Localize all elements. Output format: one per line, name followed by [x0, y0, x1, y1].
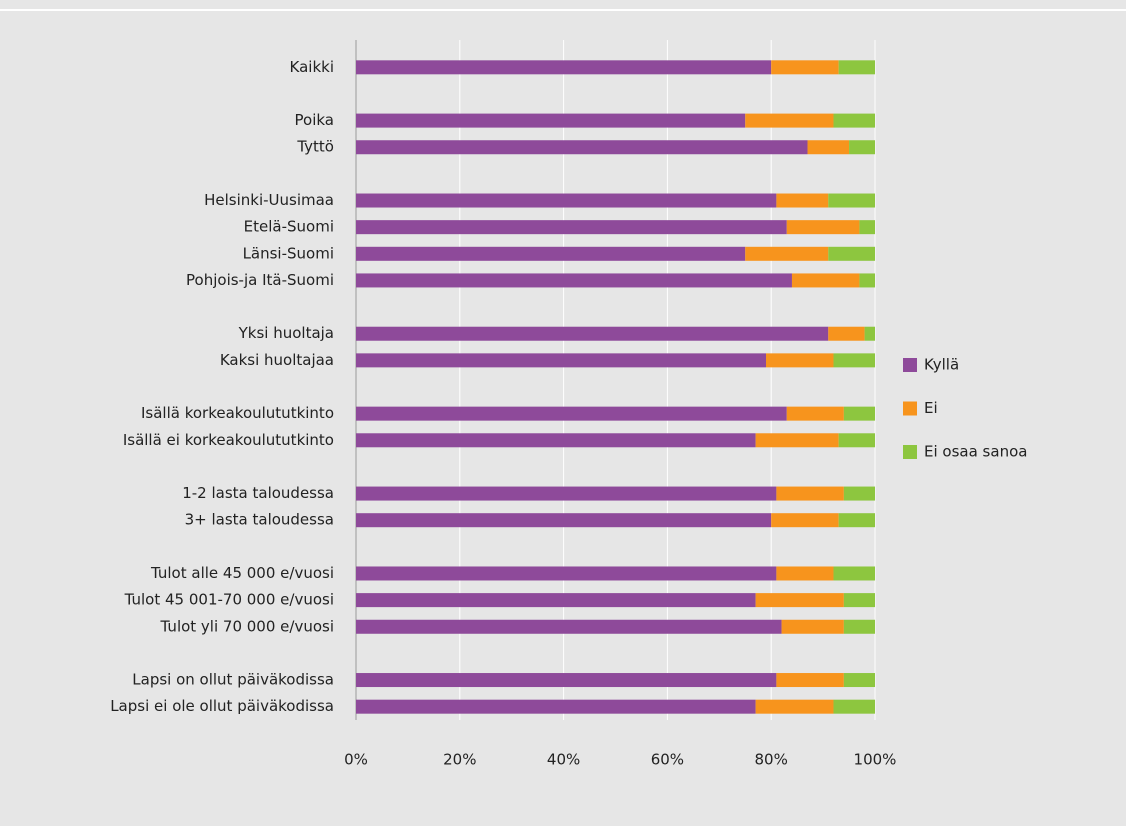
- bar-segment: [771, 513, 839, 528]
- bar-segment: [833, 113, 875, 128]
- bar-segment: [838, 60, 875, 75]
- y-tick-label: Etelä-Suomi: [244, 218, 334, 236]
- bar-segment: [356, 60, 772, 75]
- bar-segment: [843, 406, 875, 421]
- bar-segment: [356, 326, 829, 341]
- y-tick-label: Lapsi on ollut päiväkodissa: [132, 671, 334, 689]
- y-tick-label: Kaikki: [290, 58, 334, 76]
- bar-segment: [356, 593, 756, 608]
- y-tick-label: Poika: [295, 111, 334, 129]
- bar-segment: [786, 220, 860, 235]
- bar-segment: [356, 513, 772, 528]
- bar-segment: [833, 566, 875, 581]
- y-tick-label: Tulot yli 70 000 e/vuosi: [160, 617, 334, 635]
- y-tick-label: Tulot alle 45 000 e/vuosi: [150, 564, 334, 582]
- bar-segment: [833, 353, 875, 368]
- bar-segment: [755, 433, 839, 448]
- legend-swatch: [903, 445, 917, 459]
- legend-swatch: [903, 401, 917, 416]
- bar-segment: [849, 140, 875, 155]
- bar-segment: [356, 619, 782, 634]
- bar-segment: [791, 273, 860, 288]
- bar-segment: [356, 220, 787, 235]
- y-tick-label: Tyttö: [296, 138, 334, 156]
- y-tick-label: Isällä ei korkeakoulututkinto: [123, 431, 334, 449]
- bar-segment: [828, 246, 875, 261]
- x-tick-label: 0%: [344, 751, 368, 769]
- bar-segment: [776, 486, 844, 501]
- bar-segment: [833, 699, 875, 714]
- x-tick-label: 20%: [443, 751, 476, 769]
- y-tick-label: Lapsi ei ole ollut päiväkodissa: [110, 697, 334, 715]
- y-tick-label: Isällä korkeakoulututkinto: [141, 404, 334, 422]
- bar-segment: [781, 619, 844, 634]
- bar-segment: [859, 220, 875, 235]
- y-tick-label: Pohjois-ja Itä-Suomi: [186, 271, 334, 289]
- bar-segment: [776, 673, 844, 688]
- bar-segment: [356, 273, 792, 288]
- x-tick-label: 40%: [547, 751, 580, 769]
- x-tick-label: 80%: [755, 751, 788, 769]
- bar-segment: [356, 486, 777, 501]
- bar-segment: [356, 193, 777, 208]
- bar-segment: [745, 246, 829, 261]
- bar-segment: [356, 673, 777, 688]
- bar-segment: [356, 566, 777, 581]
- y-tick-label: 3+ lasta taloudessa: [185, 511, 334, 529]
- bar-segment: [864, 326, 875, 341]
- bar-segment: [766, 353, 834, 368]
- y-tick-label: Länsi-Suomi: [243, 244, 334, 262]
- bar-segment: [843, 619, 875, 634]
- bar-segment: [356, 113, 746, 128]
- bar-segment: [786, 406, 844, 421]
- bar-segment: [356, 433, 756, 448]
- bar-segment: [356, 406, 787, 421]
- bar-segment: [828, 326, 865, 341]
- bar-segment: [356, 140, 808, 155]
- y-tick-label: Kaksi huoltajaa: [220, 351, 334, 369]
- bar-segment: [807, 140, 850, 155]
- bar-segment: [771, 60, 839, 75]
- bar-segment: [745, 113, 834, 128]
- bar-segment: [755, 593, 844, 608]
- bar-segment: [356, 353, 767, 368]
- legend-swatch: [903, 358, 917, 372]
- bar-segment: [776, 193, 829, 208]
- bar-segment: [828, 193, 875, 208]
- bar-segment: [776, 566, 834, 581]
- bar-segment: [843, 593, 875, 608]
- bar-segment: [356, 246, 746, 261]
- y-tick-label: 1-2 lasta taloudessa: [182, 484, 334, 502]
- bar-segment: [859, 273, 875, 288]
- x-tick-label: 100%: [854, 751, 897, 769]
- x-tick-label: 60%: [651, 751, 684, 769]
- y-tick-label: Tulot 45 001-70 000 e/vuosi: [124, 591, 334, 609]
- legend-label: Ei: [924, 399, 938, 417]
- y-tick-label: Helsinki-Uusimaa: [204, 191, 334, 209]
- bar-segment: [755, 699, 834, 714]
- bar-segment: [356, 699, 756, 714]
- y-tick-label: Yksi huoltaja: [238, 324, 334, 342]
- legend-label: Kyllä: [924, 356, 959, 374]
- legend-label: Ei osaa sanoa: [924, 443, 1027, 461]
- bar-segment: [843, 673, 875, 688]
- bar-segment: [838, 513, 875, 528]
- bar-segment: [838, 433, 875, 448]
- bar-segment: [843, 486, 875, 501]
